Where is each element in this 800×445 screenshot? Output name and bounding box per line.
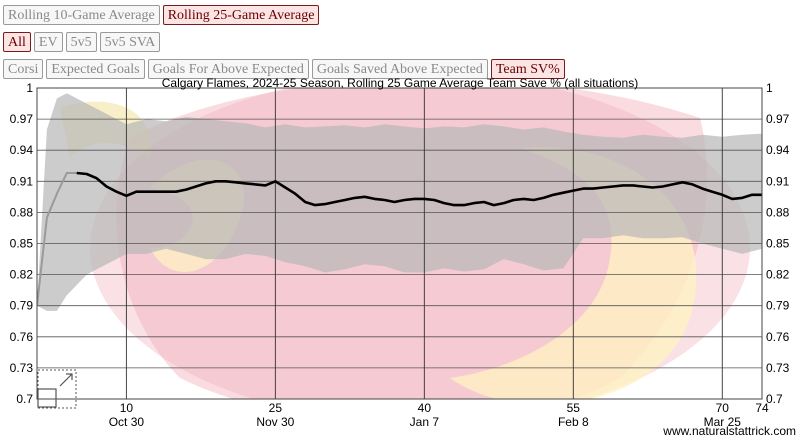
situation-ev-button[interactable]: EV — [33, 32, 63, 52]
chart-title: Calgary Flames, 2024-25 Season, Rolling … — [162, 78, 638, 90]
situation-5v5-sva-button[interactable]: 5v5 SVA — [99, 32, 161, 52]
source-watermark: www.naturalstattrick.com — [662, 424, 796, 438]
y-tick-label-left: 0.76 — [10, 330, 34, 344]
x-date-label: Mar 25 — [704, 415, 742, 429]
y-tick-label-left: 0.85 — [10, 237, 34, 251]
x-date-label: Feb 8 — [558, 415, 589, 429]
chart-area: 1 0.97 0.94 0.91 0.88 0.85 0.82 0.79 0.76 0.73 0.7… — [0, 76, 800, 440]
grid-lines — [37, 87, 763, 400]
y-tick-label-left: 0.73 — [10, 361, 34, 375]
y-tick-label-right: 0.7 — [766, 392, 783, 406]
y-tick-label-left: 0.94 — [10, 143, 34, 157]
rolling-25-button[interactable]: Rolling 25-Game Average — [162, 5, 320, 25]
y-tick-label-right: 1 — [766, 81, 773, 95]
x-tick-label: 74 — [755, 401, 769, 415]
plot-frame — [36, 87, 763, 400]
metric-gsae-button[interactable]: Goals Saved Above Expected — [311, 59, 488, 79]
metric-toggle-group: Corsi Expected Goals Goals For Above Exp… — [3, 59, 565, 79]
y-tick-label-left: 0.79 — [10, 299, 34, 313]
metric-expected-goals-button[interactable]: Expected Goals — [46, 59, 145, 79]
y-tick-label-right: 0.76 — [766, 330, 790, 344]
y-tick-label-left: 0.91 — [10, 174, 34, 188]
y-tick-label-right: 0.91 — [766, 174, 790, 188]
y-tick-label-right: 0.97 — [766, 112, 790, 126]
y-tick-label-right: 0.88 — [766, 205, 790, 219]
x-tick-label: 55 — [567, 401, 581, 415]
series-line-start — [37, 172, 77, 306]
x-tick-label: 10 — [120, 401, 134, 415]
y-axis-left: 1 0.97 0.94 0.91 0.88 0.85 0.82 0.79 0.76 0.73 0.7 — [10, 81, 34, 406]
metric-gfae-button[interactable]: Goals For Above Expected — [147, 59, 309, 79]
y-tick-label-right: 0.85 — [766, 237, 790, 251]
line-layer — [37, 171, 762, 306]
situation-all-button[interactable]: All — [3, 32, 31, 52]
average-toggle-group: Rolling 10-Game Average Rolling 25-Game … — [3, 5, 320, 25]
y-tick-label-left: 0.7 — [16, 392, 33, 406]
y-tick-label-left: 0.88 — [10, 205, 34, 219]
expand-icon[interactable] — [37, 369, 77, 409]
y-tick-label-left: 1 — [26, 81, 33, 95]
x-date-label: Oct 30 — [109, 415, 145, 429]
y-tick-label-left: 0.82 — [10, 268, 34, 282]
x-date-label: Jan 7 — [410, 415, 440, 429]
y-tick-label-left: 0.97 — [10, 112, 34, 126]
metric-corsi-button[interactable]: Corsi — [3, 59, 44, 79]
x-date-label: Nov 30 — [256, 415, 294, 429]
rolling-10-button[interactable]: Rolling 10-Game Average — [3, 5, 160, 25]
sv-chart: 1 0.97 0.94 0.91 0.88 0.85 0.82 0.79 0.76 0.73 0.7… — [10, 76, 796, 438]
x-tick-label: 25 — [269, 401, 283, 415]
y-axis-right: 1 0.97 0.94 0.91 0.88 0.85 0.82 0.79 0.76 0.73 0.7 — [766, 81, 790, 406]
situation-toggle-group: All EV 5v5 5v5 SVA — [3, 32, 161, 52]
y-tick-label-right: 0.73 — [766, 361, 790, 375]
x-tick-label: 70 — [716, 401, 730, 415]
y-tick-label-right: 0.82 — [766, 268, 790, 282]
situation-5v5-button[interactable]: 5v5 — [65, 32, 97, 52]
y-tick-label-right: 0.94 — [766, 143, 790, 157]
x-tick-label: 40 — [418, 401, 432, 415]
y-tick-label-right: 0.79 — [766, 299, 790, 313]
series-line — [76, 171, 762, 207]
metric-team-sv-button[interactable]: Team SV% — [490, 59, 565, 79]
